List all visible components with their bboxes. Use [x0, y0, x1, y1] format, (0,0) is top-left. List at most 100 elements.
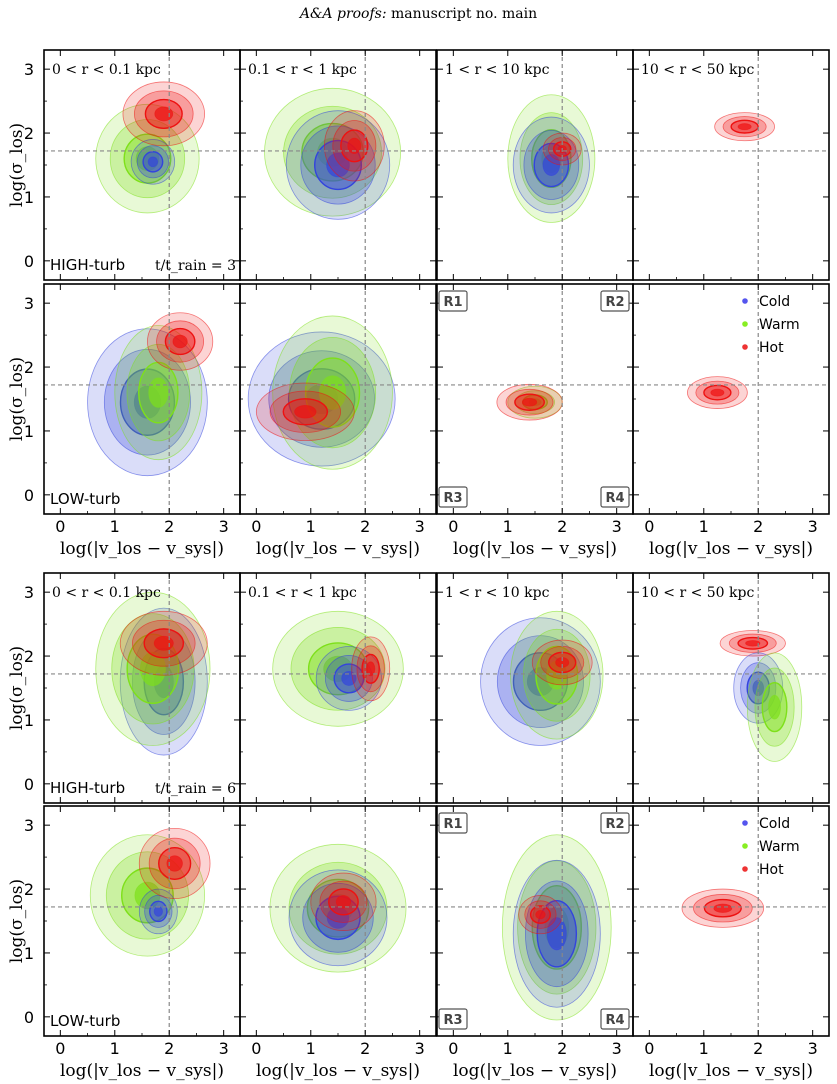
contour-hot-level-4 [713, 903, 733, 913]
x-tick-label: 2 [360, 517, 370, 536]
region-label: R4 [605, 1013, 624, 1028]
contour-warm-outline [301, 122, 364, 182]
plot-area [240, 284, 436, 514]
y-tick-label: 2 [24, 124, 34, 143]
y-tick-label: 3 [24, 294, 34, 313]
legend-marker-hot [742, 866, 748, 872]
x-tick-label: 0 [55, 1039, 65, 1058]
contour-warm-level-4 [148, 377, 169, 408]
contour-hot-outline [158, 846, 192, 881]
x-tick-label: 1 [503, 517, 513, 536]
contour-hot-level-4 [166, 855, 183, 872]
x-tick-label: 1 [306, 1039, 316, 1058]
contour-cold-level-4 [326, 152, 350, 178]
legend-label-warm: Warm [759, 839, 800, 855]
x-tick-label: 2 [753, 517, 763, 536]
row-label: HIGH-turb [50, 779, 125, 797]
x-tick-label: 1 [699, 1039, 709, 1058]
x-tick-label: 3 [808, 1039, 818, 1058]
panel: 0.1 < r < 1 kpc t/t_rain = 6 [155, 572, 437, 804]
panel-title: 10 < r < 50 kpc [641, 62, 754, 78]
contour-hot-level-4 [745, 640, 761, 647]
y-tick-label: 2 [24, 647, 34, 666]
y-tick-label: 2 [24, 358, 34, 377]
legend-marker-cold [742, 820, 748, 826]
contour-hot-outline [328, 888, 359, 916]
panel-frame [632, 805, 830, 1037]
contour-warm-outline [121, 867, 174, 924]
contour-hot-outline [143, 628, 185, 659]
x-axis-label: log(|v_los − v_sys|) [453, 539, 617, 559]
contour-cold-outline [119, 368, 176, 436]
y-tick-label: 3 [24, 816, 34, 835]
panel: LOW-turb 0 1 2 3 log(σ_los) 0 1 2 3 log(|v_los − v… [7, 805, 241, 1081]
plot-area [240, 50, 436, 280]
plot-area [633, 806, 829, 1036]
contour-hot-outline [340, 129, 369, 163]
y-axis-label: log(σ_los) [7, 357, 27, 441]
contour-hot-outline [730, 119, 759, 134]
contour-cold-outline [533, 142, 570, 188]
contour-warm-outline [531, 129, 572, 189]
contour-cold-outline [142, 151, 164, 173]
x-axis-label: log(|v_los − v_sys|) [649, 539, 813, 559]
x-tick-label: 2 [557, 1039, 567, 1058]
x-tick-label: 2 [753, 1039, 763, 1058]
contour-hot-outline [164, 327, 196, 356]
y-tick-label: 0 [24, 486, 34, 505]
row-label: LOW-turb [50, 1012, 120, 1030]
region-label: R1 [443, 295, 462, 310]
x-tick-label: 1 [110, 1039, 120, 1058]
legend-marker-warm [742, 321, 748, 327]
contour-warm-outline [123, 133, 172, 184]
x-tick-label: 0 [448, 1039, 458, 1058]
x-axis-label: log(|v_los − v_sys|) [60, 1061, 224, 1081]
contour-cold-level-4 [546, 917, 567, 951]
region-box [438, 290, 468, 312]
panel: 0 < r < 0.1 kpc HIGH-turb 0 1 2 3 log(σ_los) [7, 49, 241, 281]
panel: R1 R2 R3 R4 0 1 2 3 log(|v_los − v_sys|) [436, 805, 634, 1081]
contour-hot-outline [144, 98, 183, 129]
row-label: HIGH-turb [50, 256, 125, 274]
x-axis-label: log(|v_los − v_sys|) [60, 539, 224, 559]
y-tick-label: 3 [24, 583, 34, 602]
plot-area [437, 50, 633, 280]
contour-warm-level-4 [768, 694, 781, 720]
panel-title: 0 < r < 0.1 kpc [52, 62, 161, 78]
contour-hot-outline [361, 653, 380, 684]
panel-title: 10 < r < 50 kpc [641, 585, 754, 601]
panel-frame [632, 49, 830, 281]
contour-hot-level-4 [710, 388, 725, 397]
x-tick-label: 2 [360, 1039, 370, 1058]
x-tick-label: 1 [306, 517, 316, 536]
y-tick-label: 1 [24, 422, 34, 441]
panel-frame [239, 572, 437, 804]
contour-warm-level-4 [139, 651, 166, 687]
panel-title: 1 < r < 10 kpc [445, 62, 550, 78]
plot-area [44, 806, 240, 1036]
y-axis-label: log(σ_los) [7, 879, 27, 963]
panel-title: 1 < r < 10 kpc [445, 585, 550, 601]
plot-area [240, 806, 436, 1036]
x-tick-label: 0 [644, 517, 654, 536]
panel-frame [239, 49, 437, 281]
panel: 10 < r < 50 kpc [632, 572, 830, 804]
x-axis-label: log(|v_los − v_sys|) [256, 1061, 420, 1081]
panel-frame [239, 805, 437, 1037]
legend-label-hot: Hot [759, 862, 784, 878]
time-label: t/t_rain = 3 [155, 258, 236, 274]
plot-area [633, 573, 829, 803]
contour-hot-outline [282, 398, 329, 426]
legend-marker-cold [742, 298, 748, 304]
x-tick-label: 3 [612, 517, 622, 536]
contour-cold-outline [314, 139, 362, 191]
y-tick-label: 0 [24, 775, 34, 794]
contour-hot-level-4 [535, 909, 546, 920]
plot-area [633, 284, 829, 514]
region-label: R1 [443, 817, 462, 832]
panel: 0 1 2 3 log(|v_los − v_sys|) [239, 805, 437, 1081]
contour-hot-outline [703, 898, 742, 918]
x-tick-label: 3 [612, 1039, 622, 1058]
panel-frame [632, 283, 830, 515]
